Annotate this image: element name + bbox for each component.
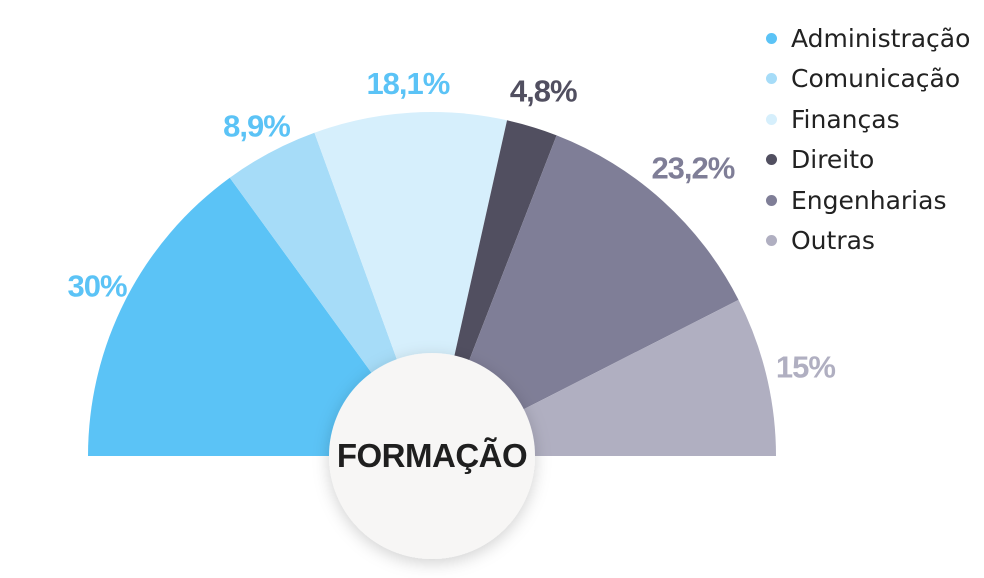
- legend-swatch: [766, 73, 777, 85]
- pct-label-direito: 4,8%: [510, 74, 577, 109]
- legend-label: Engenharias: [791, 185, 947, 215]
- pct-label-financas: 18,1%: [366, 66, 449, 101]
- legend-item-comunicacao: Comunicação: [764, 59, 970, 100]
- center-hub: [329, 353, 535, 559]
- legend-item-financas: Finanças: [764, 99, 970, 140]
- pct-label-engenharias: 23,2%: [651, 151, 734, 186]
- legend-item-outras: Outras: [764, 221, 970, 262]
- legend-swatch: [766, 194, 777, 206]
- legend-label: Direito: [791, 145, 875, 175]
- legend-label: Comunicação: [791, 64, 961, 94]
- slice-engenharias: [432, 135, 739, 456]
- legend-label: Finanças: [791, 104, 900, 134]
- chart-title: FORMAÇÃO: [337, 437, 527, 474]
- legend-label: Administração: [791, 23, 971, 53]
- legend-swatch: [766, 113, 777, 125]
- legend-swatch: [766, 154, 777, 166]
- legend-item-engenharias: Engenharias: [764, 180, 970, 221]
- slice-financas: [314, 111, 508, 457]
- pct-label-comunicacao: 8,9%: [223, 109, 290, 144]
- pct-label-administracao: 30%: [67, 268, 126, 303]
- percentage-labels: 30% 8,9% 18,1% 4,8% 23,2% 15%: [67, 66, 836, 385]
- legend-item-administracao: Administração: [764, 18, 970, 59]
- legend-label: Outras: [791, 226, 875, 256]
- legend-swatch: [766, 32, 777, 44]
- legend-item-direito: Direito: [764, 140, 970, 181]
- slice-administracao: [88, 177, 432, 456]
- pct-label-outras: 15%: [776, 349, 835, 384]
- legend: Administração Comunicação Finanças Direito E…: [764, 18, 970, 261]
- legend-swatch: [766, 235, 777, 247]
